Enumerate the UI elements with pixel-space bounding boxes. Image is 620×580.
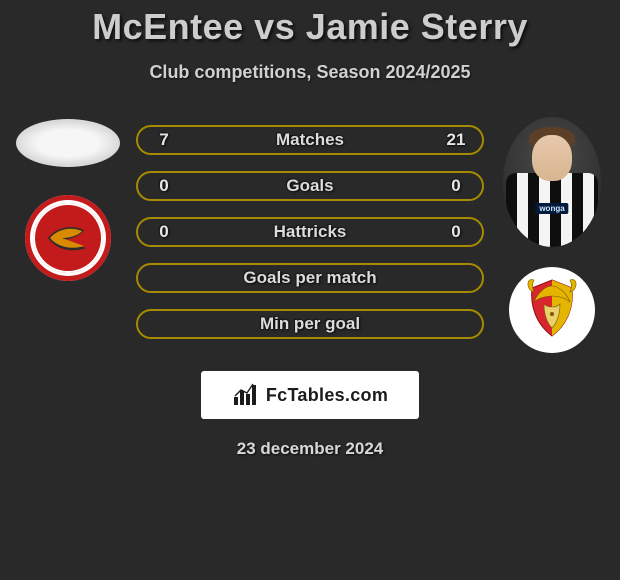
viking-crest-icon [516, 274, 588, 346]
player-head [532, 135, 572, 181]
subtitle: Club competitions, Season 2024/2025 [0, 62, 620, 83]
left-player-column [8, 125, 128, 281]
player-shirt: wonga [506, 173, 598, 247]
page-title: McEntee vs Jamie Sterry [0, 6, 620, 48]
stat-label: Hattricks [176, 222, 444, 242]
stat-label: Goals [176, 176, 444, 196]
stat-left-value: 0 [152, 176, 176, 196]
club-badge-doncaster [509, 267, 595, 353]
stat-left-value: 7 [152, 130, 176, 150]
shirt-sponsor: wonga [535, 203, 568, 214]
stat-right-value: 21 [444, 130, 468, 150]
stat-right-value: 0 [444, 176, 468, 196]
stat-right-value: 0 [444, 222, 468, 242]
stat-left-value: 0 [152, 222, 176, 242]
stat-row-goals: 0 Goals 0 [136, 171, 484, 201]
player-photo-placeholder [16, 119, 120, 167]
stat-row-min-per-goal: Min per goal [136, 309, 484, 339]
infographic-root: McEntee vs Jamie Sterry Club competition… [0, 0, 620, 459]
club-badge-walsall-inner [33, 203, 103, 273]
stat-label: Goals per match [176, 268, 444, 288]
player-photo: wonga [503, 117, 601, 247]
right-player-column: wonga [492, 125, 612, 353]
stats-column: 7 Matches 21 0 Goals 0 0 Hattricks 0 Goa… [128, 125, 492, 339]
stat-row-hattricks: 0 Hattricks 0 [136, 217, 484, 247]
club-badge-walsall [25, 195, 111, 281]
stat-label: Min per goal [176, 314, 444, 334]
stat-row-goals-per-match: Goals per match [136, 263, 484, 293]
main-row: 7 Matches 21 0 Goals 0 0 Hattricks 0 Goa… [0, 125, 620, 353]
date-text: 23 december 2024 [0, 439, 620, 459]
brand-name: FcTables.com [266, 385, 388, 406]
bar-chart-icon [232, 383, 260, 407]
swift-bird-icon [42, 212, 94, 264]
brand-logo: FcTables.com [201, 371, 419, 419]
stat-label: Matches [176, 130, 444, 150]
stat-row-matches: 7 Matches 21 [136, 125, 484, 155]
